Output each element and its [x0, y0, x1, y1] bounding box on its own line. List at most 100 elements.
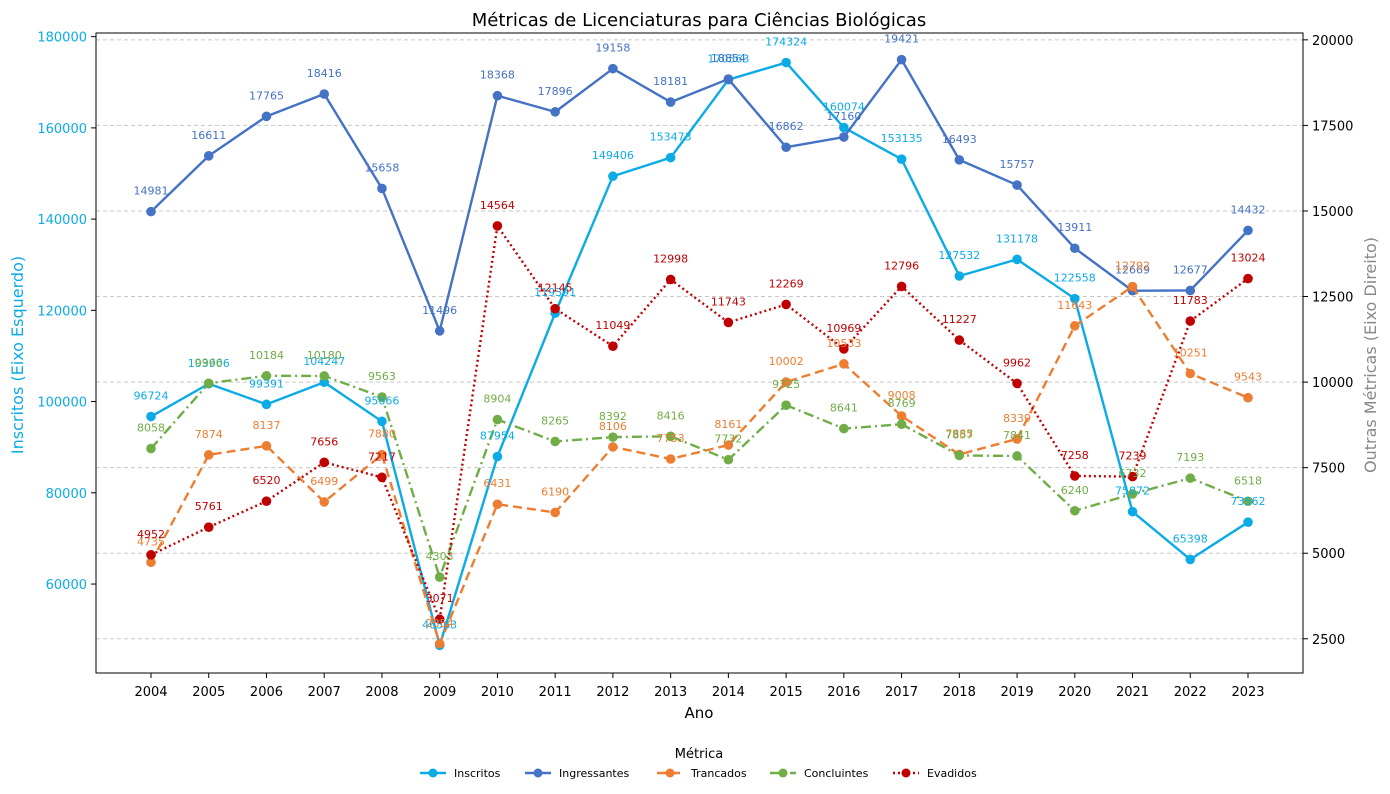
data-label-trancados: 7753	[657, 432, 685, 445]
data-label-concluintes: 8904	[483, 393, 511, 406]
data-label-trancados: 11643	[1057, 299, 1092, 312]
y-axis-title-left: Inscritos (Eixo Esquerdo)	[8, 256, 27, 454]
data-point-trancados	[492, 499, 503, 510]
data-label-concluintes: 8265	[541, 414, 569, 427]
data-point-inscritos	[1185, 554, 1196, 565]
data-label-inscritos: 95666	[364, 394, 399, 407]
data-label-concluintes: 7857	[945, 428, 973, 441]
x-tick-label: 2011	[539, 685, 572, 700]
x-tick-label: 2021	[1116, 685, 1149, 700]
data-label-inscritos: 96724	[134, 390, 169, 403]
data-label-ingressantes: 15757	[1000, 158, 1035, 171]
data-point-evadidos	[1012, 378, 1022, 389]
data-label-inscritos: 153473	[650, 131, 692, 144]
y-right-tick-label: 2500	[1312, 633, 1345, 648]
data-label-ingressantes: 16611	[191, 129, 226, 142]
data-point-evadidos	[261, 496, 272, 506]
data-point-inscritos	[896, 154, 907, 164]
data-point-concluintes	[781, 400, 791, 410]
data-label-inscritos: 99391	[249, 377, 284, 390]
data-label-ingressantes: 19421	[884, 33, 919, 46]
data-label-ingressantes: 17896	[538, 85, 573, 98]
data-label-ingressantes: 12669	[1115, 264, 1150, 277]
data-point-concluintes	[954, 450, 965, 461]
data-point-evadidos	[1243, 273, 1253, 284]
data-point-concluintes	[203, 378, 214, 389]
data-label-evadidos: 12796	[884, 259, 919, 272]
data-label-concluintes: 8392	[599, 410, 627, 423]
data-point-inscritos	[1127, 506, 1138, 517]
data-label-ingressantes: 16862	[769, 120, 804, 133]
data-label-ingressantes: 14432	[1231, 203, 1266, 216]
y-left-tick-label: 80000	[46, 487, 87, 502]
data-label-evadidos: 9962	[1003, 356, 1031, 369]
data-label-evadidos: 7217	[368, 450, 396, 463]
data-label-ingressantes: 12677	[1173, 263, 1208, 276]
data-point-evadidos	[723, 317, 734, 328]
data-label-trancados: 10251	[1173, 347, 1208, 360]
data-point-trancados	[781, 377, 791, 387]
data-point-concluintes	[608, 432, 618, 442]
data-label-concluintes: 9563	[368, 370, 396, 383]
gridlines	[96, 39, 1303, 640]
legend-label: Ingressantes	[559, 767, 630, 780]
data-label-inscritos: 46563	[422, 618, 457, 631]
data-point-ingressantes	[492, 90, 503, 101]
data-label-concluintes: 4303	[426, 550, 454, 563]
data-label-trancados: 4735	[137, 535, 165, 548]
data-point-ingressantes	[377, 183, 387, 194]
data-point-concluintes	[492, 414, 503, 425]
data-label-evadidos: 12145	[538, 282, 573, 295]
data-label-evadidos: 12269	[769, 277, 804, 290]
data-label-evadidos: 11049	[595, 319, 630, 332]
data-label-trancados: 9008	[888, 389, 916, 402]
data-point-evadidos	[781, 299, 791, 310]
data-point-trancados	[434, 638, 445, 649]
data-label-trancados: 2354	[426, 617, 454, 630]
data-point-ingressantes	[319, 89, 330, 99]
x-tick-label: 2008	[365, 685, 398, 700]
data-label-inscritos: 127532	[938, 249, 980, 262]
series-line-trancados	[149, 285, 1249, 645]
data-point-inscritos	[954, 271, 965, 281]
legend-swatch-marker	[901, 768, 911, 778]
data-point-trancados	[550, 507, 560, 518]
data-label-ingressantes: 17765	[249, 89, 284, 102]
data-label-evadidos: 6520	[252, 474, 280, 487]
x-tick-label: 2018	[943, 685, 976, 700]
data-label-concluintes: 8769	[888, 397, 916, 410]
data-label-inscritos: 153135	[881, 132, 923, 145]
data-point-evadidos	[1127, 471, 1138, 482]
data-label-evadidos: 3071	[426, 592, 454, 605]
data-label-concluintes: 9325	[772, 378, 800, 391]
data-label-concluintes: 6240	[1061, 484, 1089, 497]
legend-item-inscritos: Inscritos	[420, 767, 501, 780]
y-left-tick-label: 100000	[37, 396, 87, 411]
legend-swatch-marker	[778, 768, 788, 778]
axes-layer: 60000 80000 100000 120000 140000 160000 180000…	[37, 31, 1353, 700]
data-point-concluintes	[723, 454, 734, 465]
x-tick-label: 2006	[250, 685, 283, 700]
data-point-evadidos	[146, 550, 156, 560]
data-point-ingressantes	[665, 97, 676, 107]
x-axis-title: Ano	[685, 704, 714, 722]
data-point-evadidos	[434, 614, 445, 625]
data-label-inscritos: 119391	[534, 286, 576, 299]
y-right-tick-label: 15000	[1312, 205, 1353, 220]
y-left-tick-label: 160000	[37, 122, 87, 137]
data-point-concluintes	[896, 419, 907, 430]
data-point-evadidos	[1069, 471, 1080, 481]
data-label-inscritos: 170563	[707, 53, 749, 66]
data-point-trancados	[146, 557, 156, 568]
data-label-ingressantes: 18854	[711, 52, 746, 65]
legend-label: Trancados	[690, 767, 747, 780]
data-point-concluintes	[665, 431, 676, 442]
data-point-trancados	[723, 440, 734, 450]
data-label-evadidos: 5761	[195, 500, 223, 513]
x-tick-label: 2010	[481, 685, 514, 700]
data-point-inscritos	[781, 57, 791, 68]
data-point-evadidos	[1185, 316, 1196, 326]
y-left-tick-label: 60000	[46, 578, 87, 593]
data-point-ingressantes	[954, 155, 965, 165]
